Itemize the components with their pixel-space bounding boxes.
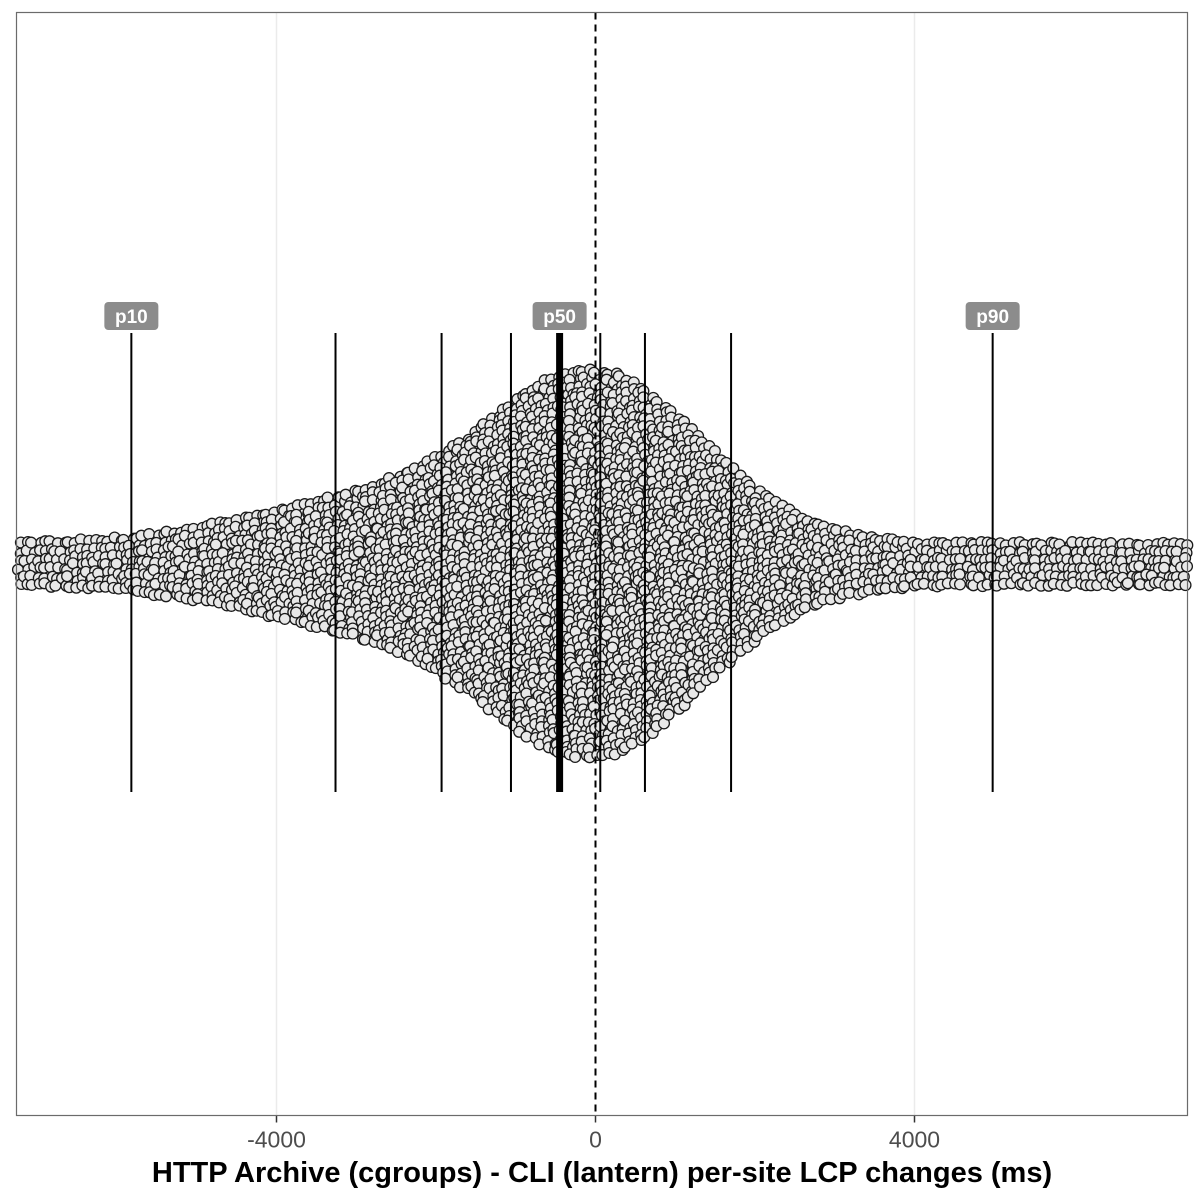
data-point [451,671,464,684]
data-point [569,750,582,764]
x-axis-title: HTTP Archive (cgroups) - CLI (lantern) p… [152,1157,1052,1189]
data-point [346,627,359,640]
percentile-label-p50: p50 [543,307,576,328]
x-tick-label-2: 4000 [889,1127,940,1153]
percentile-label-p90: p90 [976,307,1009,328]
data-point [662,708,675,721]
data-point [706,671,720,684]
data-point [110,557,123,570]
percentile-label-p10: p10 [115,307,148,328]
data-point [353,545,366,558]
data-point [953,578,967,591]
data-point [606,641,619,654]
data-point [25,536,38,549]
panel-border [15,11,1189,1117]
points-layer [11,363,1194,764]
data-point [159,590,173,603]
data-point [143,528,156,541]
percentile-label-box-p10 [104,302,159,330]
percentile-label-box-p90 [965,302,1020,330]
percentile-lines [130,12,994,1116]
x-tick-label-0: -4000 [247,1127,306,1153]
data-point [1179,579,1192,592]
data-point [713,661,726,674]
data-point [798,601,811,614]
data-point [761,599,774,612]
x-axis: -4000 0 4000 [247,1115,940,1153]
data-point [358,633,371,646]
percentile-label-box-p50 [532,302,587,330]
data-point [61,570,74,583]
data-point [1121,577,1134,590]
percentile-labels: p10 p50 p90 [104,302,1020,330]
x-tick-label-1: 0 [589,1127,602,1153]
data-point [637,391,650,404]
